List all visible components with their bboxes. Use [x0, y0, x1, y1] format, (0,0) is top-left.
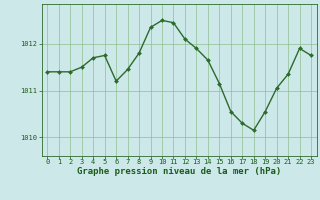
X-axis label: Graphe pression niveau de la mer (hPa): Graphe pression niveau de la mer (hPa) — [77, 167, 281, 176]
